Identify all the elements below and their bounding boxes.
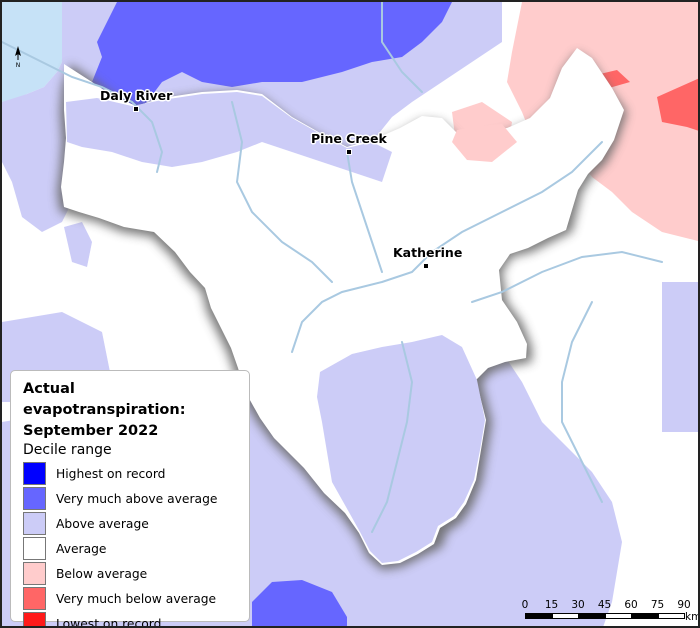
- north-arrow-icon: N: [15, 46, 21, 68]
- town-label-katherine: Katherine: [393, 245, 463, 260]
- legend-item-label: Lowest on record: [56, 616, 162, 628]
- west-strip: [64, 222, 92, 267]
- scale-unit: km: [685, 611, 700, 623]
- town-label-pine-creek: Pine Creek: [311, 131, 387, 146]
- legend-item: Highest on record: [23, 461, 239, 486]
- scale-segment: [525, 613, 553, 619]
- scale-tick-label: 45: [597, 599, 612, 611]
- scale-tick-label: 30: [571, 599, 585, 611]
- very-much-above-average-areas: [92, 2, 452, 626]
- daly-river-line: [2, 41, 164, 173]
- legend-item-label: Below average: [56, 566, 148, 581]
- town-label-daly-river: Daly River: [100, 88, 173, 103]
- scale-tick-label: 0: [521, 599, 529, 611]
- east-river-line: [561, 301, 603, 503]
- region-average-area: [61, 48, 624, 565]
- region-pink-patch: [452, 124, 517, 162]
- legend-item: Very much below average: [23, 586, 239, 611]
- legend-item: Lowest on record: [23, 611, 239, 628]
- legend-swatch: [23, 562, 46, 585]
- legend-title-line-1: Actual evapotranspiration:: [23, 381, 186, 418]
- legend-title-line-2: September 2022: [23, 423, 159, 439]
- legend-swatch: [23, 612, 46, 626]
- far-east-very-much-below: [657, 78, 698, 131]
- legend-title: Actual evapotranspiration: September 202…: [23, 379, 239, 442]
- legend-swatch: [23, 537, 46, 560]
- north-very-much-above: [92, 2, 452, 117]
- scale-segment: [604, 613, 632, 619]
- legend-items: Highest on record Very much above average…: [23, 461, 239, 628]
- scale-segment: [551, 613, 579, 619]
- town-marker-pine-creek[interactable]: [346, 149, 352, 155]
- ocean-area: [2, 2, 62, 102]
- scale-tick-label: 15: [544, 599, 559, 611]
- east-strip: [662, 282, 698, 432]
- scale-segment: [631, 613, 659, 619]
- legend-item-label: Average: [56, 541, 107, 556]
- rivers: [2, 2, 663, 533]
- north-label: N: [16, 62, 21, 68]
- legend-item: Below average: [23, 561, 239, 586]
- northern-river-line: [346, 151, 383, 273]
- legend-item: Very much above average: [23, 486, 239, 511]
- legend-item-label: Highest on record: [56, 466, 166, 481]
- scale-segment: [578, 613, 606, 619]
- legend-swatch: [23, 462, 46, 485]
- region-north-above-average: [66, 92, 392, 182]
- western-river-line: [231, 101, 333, 283]
- southern-river-line: [371, 341, 414, 533]
- south-very-much-above: [252, 580, 347, 626]
- scale-segment: [657, 613, 685, 619]
- scale-bar: km 0 15 30 45 60 75 90: [521, 599, 700, 626]
- north-east-river-line: [381, 2, 423, 93]
- scale-tick-label: 60: [624, 599, 638, 611]
- fork-river-line: [471, 250, 663, 303]
- legend-item-label: Above average: [56, 516, 149, 531]
- legend-panel: Actual evapotranspiration: September 202…: [10, 370, 250, 626]
- legend-swatch: [23, 487, 46, 510]
- town-marker-katherine[interactable]: [423, 263, 429, 269]
- scale-tick-label: 75: [650, 599, 665, 611]
- legend-item-label: Very much below average: [56, 591, 217, 606]
- town-marker-daly-river[interactable]: [133, 106, 139, 112]
- scale-tick-label: 90: [677, 599, 691, 611]
- legend-item: Average: [23, 536, 239, 561]
- legend-swatch: [23, 512, 46, 535]
- legend-item-label: Very much above average: [56, 491, 218, 506]
- legend-swatch: [23, 587, 46, 610]
- legend-item: Above average: [23, 511, 239, 536]
- legend-subtitle: Decile range: [23, 442, 112, 458]
- katherine-river-line: [291, 141, 603, 353]
